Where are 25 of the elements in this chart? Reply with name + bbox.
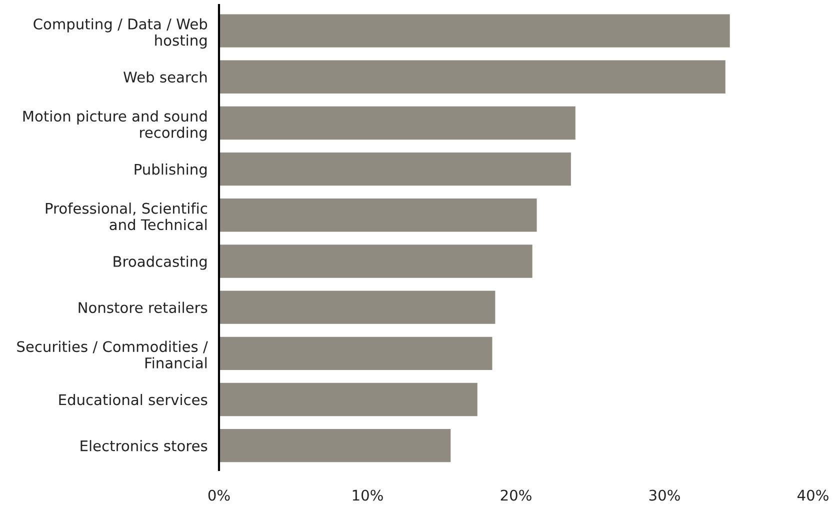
y-tick-label: Publishing	[134, 164, 207, 178]
x-tick-label: 10%	[352, 490, 383, 501]
bar	[219, 428, 451, 462]
y-tick-label: Educational services	[59, 394, 208, 406]
x-tick-label: 20%	[500, 490, 532, 501]
bar	[219, 382, 478, 416]
bar	[219, 152, 571, 186]
bar	[219, 290, 496, 324]
y-tick-label: Computing / Data / Web hosting	[34, 18, 208, 49]
y-tick-label: Securities / Commodities / Financial	[17, 340, 208, 368]
y-tick-label: Professional, Scientific and Technical	[46, 202, 207, 230]
bar	[219, 198, 537, 232]
y-tick-label: Broadcasting	[114, 256, 207, 270]
y-tick-label: Web search	[124, 71, 207, 83]
x-tick-label: 30%	[649, 490, 680, 501]
bar	[219, 244, 532, 278]
x-tick-label: 40%	[798, 490, 828, 501]
x-tick-label: 0%	[208, 490, 230, 501]
y-tick-label: Motion picture and sound recording	[23, 110, 207, 141]
bar	[219, 106, 576, 140]
bar	[219, 60, 726, 94]
y-tick-label: Electronics stores	[80, 440, 208, 452]
y-tick-label: Nonstore retailers	[78, 302, 208, 314]
bar	[219, 336, 492, 370]
bar	[219, 14, 730, 48]
